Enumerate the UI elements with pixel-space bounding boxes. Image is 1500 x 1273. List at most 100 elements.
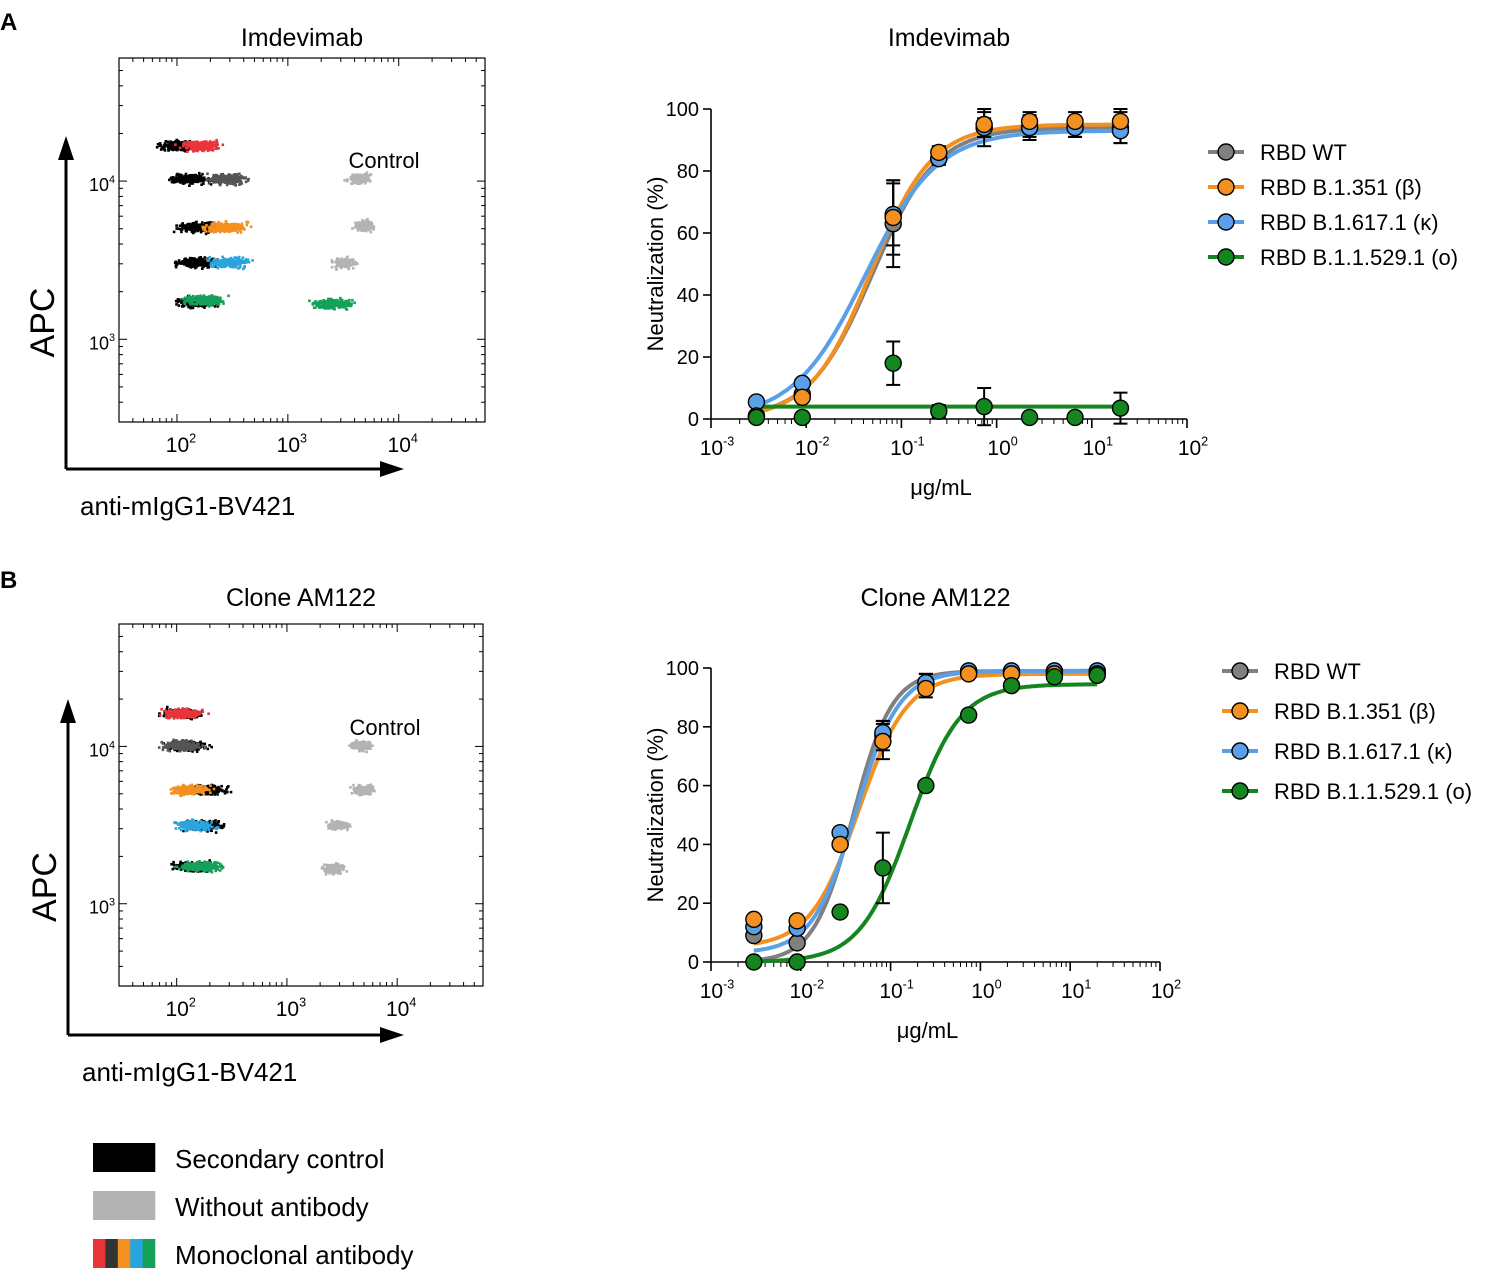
event-dot (216, 793, 219, 796)
event-dot (195, 145, 198, 148)
y-tick-label: 103 (89, 897, 115, 918)
event-dot (238, 229, 242, 232)
event-dot (178, 746, 182, 750)
event-dot (183, 746, 187, 749)
x-tick-label: 102 (166, 432, 196, 457)
event-dot (171, 176, 175, 179)
event-dot (221, 261, 225, 264)
event-dot (202, 790, 205, 793)
plot-frame (118, 57, 486, 423)
event-dot (215, 138, 218, 142)
event-dot (170, 180, 174, 184)
event-dot (174, 147, 177, 150)
event-dot (343, 263, 346, 267)
event-dot (179, 787, 183, 791)
event-dot (246, 179, 250, 183)
population-control (351, 217, 376, 234)
event-dot (221, 223, 224, 227)
event-dot (180, 261, 183, 265)
event-dot (206, 747, 210, 751)
event-dot (196, 149, 199, 153)
event-dot (334, 265, 337, 269)
event-dot (175, 739, 179, 743)
event-dot (207, 265, 211, 269)
event-dot (197, 148, 200, 151)
event-dot (212, 784, 215, 787)
event-dot (169, 788, 173, 791)
event-dot (199, 793, 203, 796)
event-dot (213, 221, 216, 224)
event-dot (202, 142, 205, 145)
event-dot (168, 749, 172, 753)
event-dot (199, 257, 202, 261)
event-dot (245, 223, 249, 227)
event-dot (195, 783, 198, 787)
event-dot (355, 178, 359, 182)
event-dot (346, 179, 349, 183)
event-dot (363, 223, 367, 226)
event-dot (358, 223, 361, 227)
event-dot (206, 792, 209, 796)
event-dot (222, 257, 226, 261)
event-dot (201, 221, 204, 224)
event-dot (339, 263, 343, 266)
event-dot (185, 146, 189, 150)
event-dot (240, 222, 244, 226)
event-dot (229, 178, 232, 182)
event-dot (363, 173, 366, 176)
event-dot (167, 146, 171, 149)
event-dot (361, 175, 364, 178)
event-dot (338, 303, 342, 306)
event-dot (182, 749, 186, 752)
event-dot (167, 714, 170, 717)
event-dot (191, 223, 195, 227)
event-dot (170, 143, 173, 146)
event-dot (214, 262, 218, 266)
event-dot (218, 176, 221, 179)
event-dot (239, 259, 243, 263)
event-dot (189, 786, 192, 790)
event-dot (202, 223, 205, 227)
event-dot (178, 749, 182, 753)
event-dot (182, 708, 185, 712)
event-dot (358, 226, 361, 229)
event-dot (207, 303, 211, 307)
event-dot (158, 713, 162, 717)
event-dot (246, 220, 250, 224)
flow-x-label: anti-mIgG1-BV421 (80, 491, 295, 521)
event-dot (203, 746, 207, 750)
event-dot (192, 298, 195, 301)
event-dot (185, 748, 189, 752)
event-dot (167, 149, 170, 152)
event-dot (186, 714, 190, 717)
event-dot (237, 257, 241, 261)
event-dot (214, 258, 217, 262)
event-dot (367, 174, 370, 177)
event-dot (339, 259, 342, 263)
event-dot (189, 146, 193, 149)
event-dot (176, 790, 180, 794)
event-dot (210, 222, 214, 226)
event-dot (228, 265, 232, 268)
event-dot (175, 148, 179, 152)
event-dot (203, 742, 207, 746)
event-dot (172, 786, 176, 790)
event-dot (223, 222, 227, 226)
event-dot (169, 747, 172, 750)
event-dot (206, 143, 210, 146)
event-dot (185, 715, 188, 718)
event-dot (181, 225, 184, 228)
event-dot (345, 308, 349, 311)
event-dot (206, 300, 209, 303)
event-dot (200, 790, 204, 794)
event-dot (177, 259, 181, 262)
event-dot (176, 177, 179, 180)
event-dot (182, 710, 185, 713)
event-dot (219, 182, 223, 185)
event-dot (238, 172, 241, 176)
event-dot (187, 176, 190, 180)
event-dot (241, 256, 245, 259)
event-dot (358, 178, 361, 181)
event-dot (195, 295, 198, 298)
